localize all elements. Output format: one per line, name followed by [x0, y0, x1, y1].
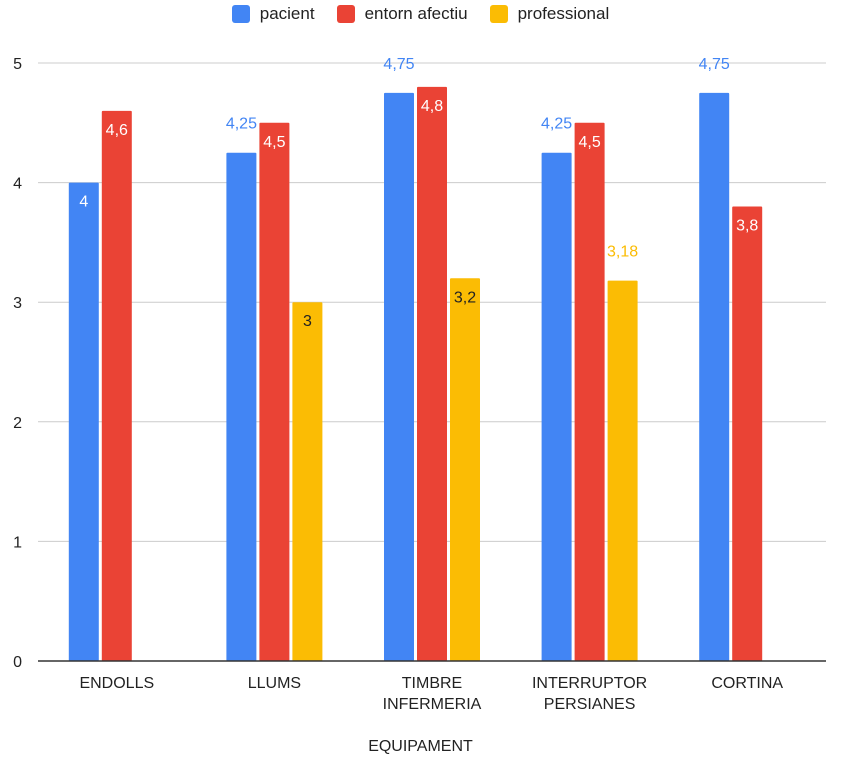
- x-tick-label: ENDOLLS: [79, 675, 154, 692]
- data-label: 3,8: [736, 218, 758, 235]
- legend-item-entorn-afectiu[interactable]: entorn afectiu: [336, 4, 468, 24]
- x-tick-label: TIMBRE: [402, 675, 462, 692]
- y-tick-label: 3: [13, 295, 22, 312]
- data-label: 3,18: [607, 244, 638, 261]
- legend-item-professional[interactable]: professional: [489, 4, 610, 24]
- x-tick-label: INTERRUPTOR: [532, 675, 647, 692]
- bar: [541, 152, 572, 661]
- bar: [384, 92, 414, 661]
- x-tick-label: CORTINA: [711, 675, 783, 692]
- legend: pacient entorn afectiu professional: [0, 4, 841, 24]
- x-tick-label: LLUMS: [248, 675, 301, 692]
- bar: [292, 302, 323, 661]
- data-label: 4,5: [578, 134, 600, 151]
- data-label: 4,75: [383, 56, 414, 73]
- bar: [450, 278, 480, 661]
- legend-swatch-entorn-afectiu: [336, 5, 355, 23]
- data-label: 4,6: [106, 122, 128, 139]
- x-tick-label: PERSIANES: [544, 696, 636, 713]
- data-label: 4,8: [421, 98, 443, 115]
- y-tick-label: 5: [13, 56, 22, 73]
- bar: [68, 182, 99, 661]
- bar: [607, 280, 638, 661]
- bar: [699, 92, 730, 661]
- bar: [417, 86, 447, 662]
- x-axis-title: EQUIPAMENT: [368, 738, 473, 755]
- legend-label-entorn-afectiu: entorn afectiu: [364, 4, 468, 23]
- bar: [574, 122, 605, 662]
- data-label: 4: [79, 194, 88, 211]
- bar: [101, 110, 132, 662]
- x-tick-label: INFERMERIA: [383, 696, 482, 713]
- y-tick-label: 2: [13, 415, 22, 432]
- y-tick-label: 0: [13, 654, 22, 671]
- data-label: 3: [303, 313, 312, 330]
- y-tick-label: 1: [13, 534, 22, 551]
- y-tick-label: 4: [13, 176, 22, 193]
- data-label: 4,25: [541, 116, 572, 133]
- legend-swatch-professional: [489, 5, 508, 23]
- legend-label-professional: professional: [517, 4, 610, 23]
- data-label: 4,25: [226, 116, 257, 133]
- legend-item-pacient[interactable]: pacient: [231, 4, 315, 24]
- legend-label-pacient: pacient: [259, 4, 315, 23]
- legend-swatch-pacient: [231, 5, 250, 23]
- data-label: 4,5: [263, 134, 285, 151]
- data-label: 3,2: [454, 289, 476, 306]
- bar: [259, 122, 290, 662]
- bar: [226, 152, 257, 661]
- bar: [732, 206, 763, 661]
- data-label: 4,75: [699, 56, 730, 73]
